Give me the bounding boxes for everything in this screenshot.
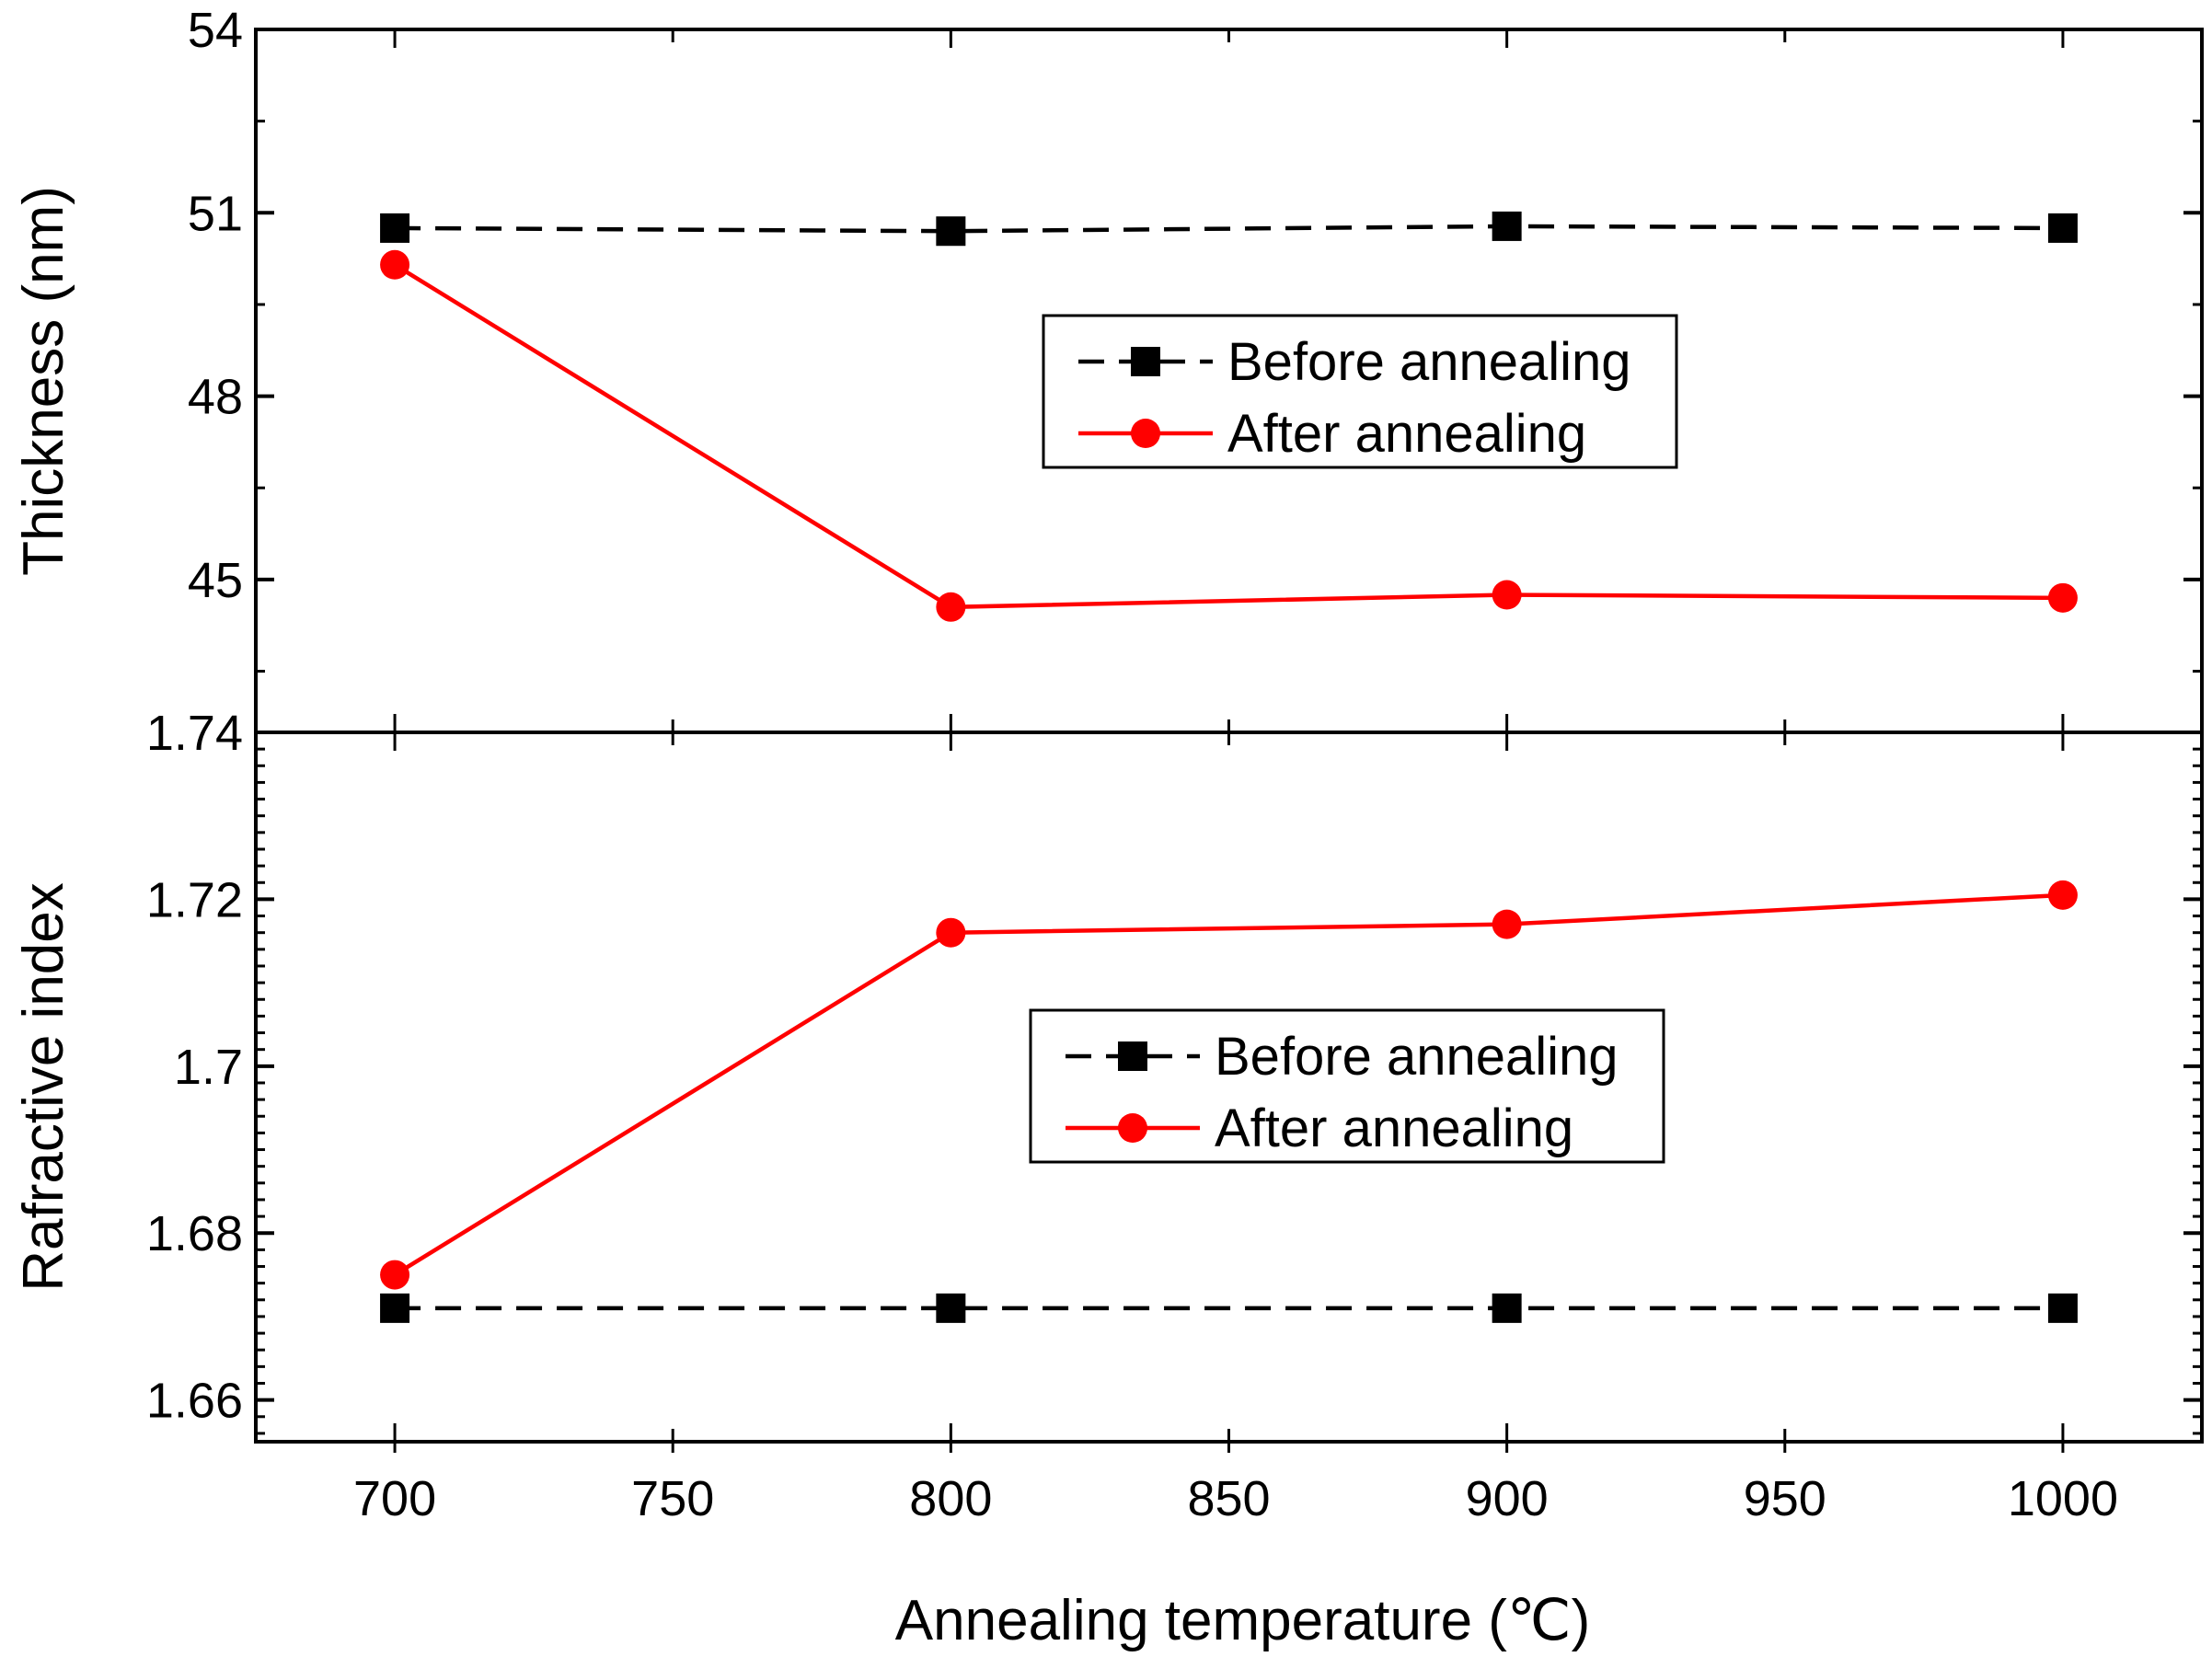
y-axis-title: Thickness (nm) bbox=[12, 186, 75, 576]
legend-label: After annealing bbox=[1227, 404, 1586, 464]
data-point-before bbox=[2047, 1293, 2078, 1323]
x-tick-label: 1000 bbox=[2008, 1471, 2118, 1526]
x-tick-label: 700 bbox=[353, 1471, 436, 1526]
x-axis-title: Annealing temperature (℃) bbox=[895, 1589, 1590, 1652]
data-point-before bbox=[936, 1293, 966, 1323]
y-tick-label: 45 bbox=[188, 553, 243, 608]
data-point-before bbox=[380, 213, 410, 243]
y-tick-label: 1.7 bbox=[174, 1040, 243, 1095]
y-tick-label: 1.74 bbox=[146, 706, 243, 761]
thickness-panel: 45 48 51 54 Thickness (nm) Before annealing Af… bbox=[12, 3, 2204, 734]
data-point-after bbox=[1492, 909, 1522, 939]
data-point-after bbox=[936, 592, 966, 622]
x-tick-label: 900 bbox=[1466, 1471, 1549, 1526]
y-tick-label: 1.66 bbox=[146, 1374, 243, 1429]
x-tick-label: 850 bbox=[1187, 1471, 1270, 1526]
data-point-before bbox=[1492, 211, 1522, 241]
x-tick-label: 750 bbox=[631, 1471, 714, 1526]
legend-marker-square bbox=[1131, 347, 1160, 376]
refractive-index-panel: 1.66 1.68 1.7 1.72 1.74 700 750 800 850 900 950 100… bbox=[12, 706, 2204, 1526]
data-point-after bbox=[380, 1260, 410, 1290]
x-tick-label: 950 bbox=[1744, 1471, 1826, 1526]
data-point-before bbox=[936, 216, 966, 247]
legend-marker-square bbox=[1118, 1041, 1147, 1071]
legend-marker-circle bbox=[1118, 1113, 1147, 1143]
data-point-before bbox=[380, 1293, 410, 1323]
data-point-after bbox=[936, 917, 966, 948]
series-line-after bbox=[393, 262, 2063, 610]
data-point-before bbox=[2047, 213, 2078, 243]
data-point-before bbox=[1492, 1293, 1522, 1323]
legend-label: Before annealing bbox=[1227, 332, 1631, 392]
data-point-after bbox=[2047, 880, 2078, 910]
y-axis-title: Rafractive index bbox=[12, 882, 75, 1292]
y-tick-label: 54 bbox=[188, 3, 243, 58]
y-tick-label: 1.68 bbox=[146, 1206, 243, 1261]
data-point-after bbox=[1492, 580, 1522, 610]
legend-label: After annealing bbox=[1215, 1099, 1573, 1158]
y-tick-label: 48 bbox=[188, 370, 243, 425]
y-tick-label: 51 bbox=[188, 186, 243, 241]
legend-label: Before annealing bbox=[1215, 1027, 1619, 1087]
series-line-before bbox=[395, 224, 2063, 234]
data-point-after bbox=[2047, 582, 2078, 613]
data-point-after bbox=[380, 249, 410, 280]
series-line-after bbox=[393, 892, 2064, 1277]
legend-marker-circle bbox=[1131, 419, 1160, 448]
x-tick-label: 800 bbox=[909, 1471, 992, 1526]
y-tick-label: 1.72 bbox=[146, 872, 243, 927]
